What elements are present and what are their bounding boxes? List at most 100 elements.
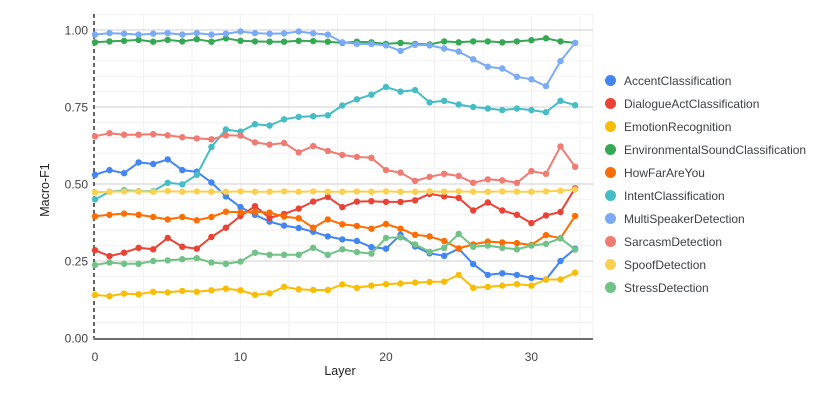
series-point-SpoofDetection (441, 188, 448, 195)
legend-item-SpoofDetection: SpoofDetection (605, 253, 806, 276)
series-point-StressDetection (368, 250, 375, 257)
series-point-AccentClassification (179, 166, 186, 174)
series-point-EnvironmentalSoundClassification (164, 36, 171, 44)
series-point-StressDetection (455, 230, 462, 238)
x-tick-label: 10 (234, 350, 248, 364)
series-point-SpoofDetection (484, 188, 491, 195)
series-point-StressDetection (484, 242, 491, 249)
series-point-StressDetection (310, 244, 317, 251)
series-point-AccentClassification (528, 274, 535, 282)
series-point-EmotionRecognition (368, 282, 375, 289)
series-point-SarcasmDetection (339, 151, 346, 159)
series-point-AccentClassification (164, 156, 171, 163)
series-point-IntentClassification (353, 96, 361, 103)
series-point-MultiSpeakerDetection (150, 30, 157, 37)
legend-label: DialogueActClassification (624, 96, 760, 111)
series-point-IntentClassification (251, 121, 259, 128)
series-point-HowFarAreYou (441, 237, 448, 245)
series-point-EmotionRecognition (310, 286, 317, 294)
series-point-EnvironmentalSoundClassification (193, 36, 200, 43)
series-point-DialogueActClassification (208, 233, 215, 241)
series-point-IntentClassification (542, 109, 550, 116)
series-point-HowFarAreYou (368, 225, 375, 232)
series-point-DialogueActClassification (266, 214, 273, 222)
series-point-MultiSpeakerDetection (164, 29, 171, 37)
series-point-HowFarAreYou (179, 213, 186, 221)
series-point-EmotionRecognition (91, 291, 99, 299)
legend-dot-icon (605, 121, 616, 132)
series-point-SpoofDetection (266, 188, 273, 195)
series-line-SpoofDetection (94, 188, 577, 194)
series-point-MultiSpeakerDetection (499, 65, 506, 72)
series-point-DialogueActClassification (120, 249, 128, 256)
series-point-SarcasmDetection (179, 134, 186, 141)
series-point-EmotionRecognition (484, 283, 491, 291)
series-point-EmotionRecognition (426, 278, 433, 286)
series-point-StressDetection (542, 240, 550, 247)
series-point-MultiSpeakerDetection (339, 39, 346, 46)
legend-label: AccentClassification (624, 73, 732, 88)
legend-dot-icon (605, 213, 616, 224)
series-point-EmotionRecognition (222, 285, 230, 292)
series-point-SarcasmDetection (382, 166, 390, 174)
legend-item-IntentClassification: IntentClassification (605, 184, 806, 207)
series-point-EnvironmentalSoundClassification (179, 38, 186, 45)
series-point-IntentClassification (382, 83, 390, 91)
series-point-SarcasmDetection (557, 143, 564, 150)
legend-dot-icon (605, 98, 616, 109)
series-point-AccentClassification (499, 270, 506, 277)
series-point-DialogueActClassification (164, 234, 171, 242)
series-point-MultiSpeakerDetection (106, 29, 113, 37)
series-point-EnvironmentalSoundClassification (280, 38, 288, 45)
series-point-StressDetection (382, 234, 390, 242)
series-point-SpoofDetection (499, 188, 506, 195)
series-point-StressDetection (557, 235, 564, 242)
series-point-SpoofDetection (571, 186, 579, 193)
series-point-MultiSpeakerDetection (571, 39, 579, 47)
series-point-EnvironmentalSoundClassification (310, 37, 317, 45)
series-point-DialogueActClassification (222, 224, 230, 231)
series-point-EmotionRecognition (528, 282, 535, 289)
series-point-SpoofDetection (542, 188, 550, 195)
series-point-EmotionRecognition (499, 282, 506, 289)
series-point-SpoofDetection (411, 188, 419, 195)
series-point-StressDetection (91, 261, 99, 269)
series-point-EmotionRecognition (120, 290, 128, 297)
series-point-SarcasmDetection (193, 135, 200, 142)
series-point-DialogueActClassification (513, 211, 521, 218)
series-point-EnvironmentalSoundClassification (484, 38, 491, 45)
series-point-AccentClassification (557, 257, 564, 265)
series-point-SpoofDetection (237, 188, 244, 195)
series-point-MultiSpeakerDetection (441, 45, 448, 52)
series-point-IntentClassification (441, 97, 448, 105)
series-point-HowFarAreYou (222, 208, 230, 215)
series-point-IntentClassification (324, 112, 331, 119)
series-point-SarcasmDetection (266, 141, 273, 148)
series-point-SarcasmDetection (150, 130, 157, 138)
series-point-EmotionRecognition (513, 280, 521, 288)
series-point-HowFarAreYou (382, 220, 390, 228)
series-point-SpoofDetection (339, 188, 346, 195)
series-point-AccentClassification (382, 245, 390, 252)
series-point-StressDetection (106, 259, 113, 266)
series-point-HowFarAreYou (106, 211, 113, 218)
series-point-HowFarAreYou (164, 216, 171, 223)
series-point-SarcasmDetection (295, 149, 302, 156)
series-point-HowFarAreYou (266, 209, 273, 216)
series-point-StressDetection (237, 258, 244, 265)
series-point-EnvironmentalSoundClassification (91, 39, 99, 46)
series-point-IntentClassification (310, 113, 317, 120)
series-point-SpoofDetection (150, 188, 157, 195)
series-point-MultiSpeakerDetection (193, 29, 200, 37)
series-point-DialogueActClassification (295, 205, 302, 212)
series-point-IntentClassification (280, 116, 288, 123)
series-point-SpoofDetection (179, 188, 186, 195)
series-point-DialogueActClassification (135, 244, 142, 251)
series-point-DialogueActClassification (193, 245, 200, 252)
legend-dot-icon (605, 259, 616, 270)
series-point-StressDetection (280, 251, 288, 258)
series-point-StressDetection (571, 246, 579, 253)
series-point-DialogueActClassification (353, 198, 361, 205)
series-point-MultiSpeakerDetection (310, 30, 317, 37)
series-point-HowFarAreYou (397, 225, 404, 232)
